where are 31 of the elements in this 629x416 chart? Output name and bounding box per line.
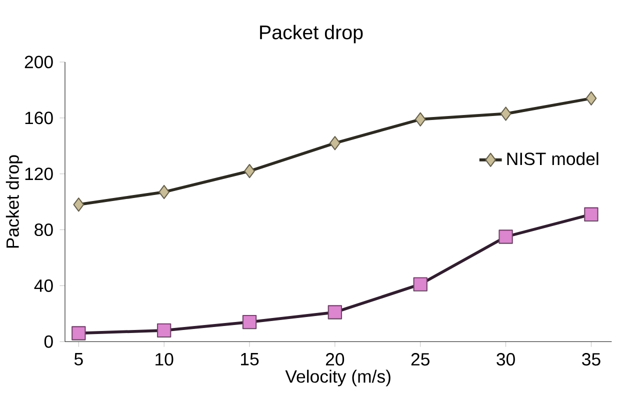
point bbox=[244, 164, 255, 178]
y-tick-label: 160 bbox=[25, 111, 53, 124]
point bbox=[413, 276, 428, 292]
x-tick-label: 15 bbox=[241, 352, 259, 366]
chart-title: Packet drop bbox=[260, 24, 363, 44]
x-tick-label: 30 bbox=[496, 352, 515, 366]
y-tick-label: 80 bbox=[34, 223, 53, 236]
point bbox=[72, 326, 86, 340]
x-tick-label: 5 bbox=[74, 352, 83, 366]
point bbox=[414, 112, 426, 126]
legend-label: NIST model bbox=[507, 152, 598, 165]
point bbox=[328, 304, 342, 320]
point bbox=[73, 197, 84, 212]
point bbox=[156, 323, 172, 338]
x-tick-label: 20 bbox=[326, 352, 344, 366]
point bbox=[498, 229, 513, 244]
x-tick-label: 10 bbox=[156, 352, 174, 366]
x-axis-title: Velocity (m/s) bbox=[285, 370, 390, 386]
y-tick-label: 40 bbox=[34, 279, 53, 292]
x-tick-label: 35 bbox=[582, 352, 600, 366]
point bbox=[586, 91, 597, 106]
x-tick-label: 25 bbox=[411, 352, 430, 366]
point bbox=[158, 184, 170, 199]
y-axis-title: Packet drop bbox=[6, 155, 22, 248]
point bbox=[584, 207, 598, 222]
point bbox=[500, 106, 512, 121]
point bbox=[329, 136, 340, 150]
point bbox=[242, 314, 257, 329]
y-tick-label: 200 bbox=[24, 56, 53, 68]
y-tick-label: 0 bbox=[44, 335, 53, 348]
y-tick-label: 120 bbox=[25, 167, 53, 180]
